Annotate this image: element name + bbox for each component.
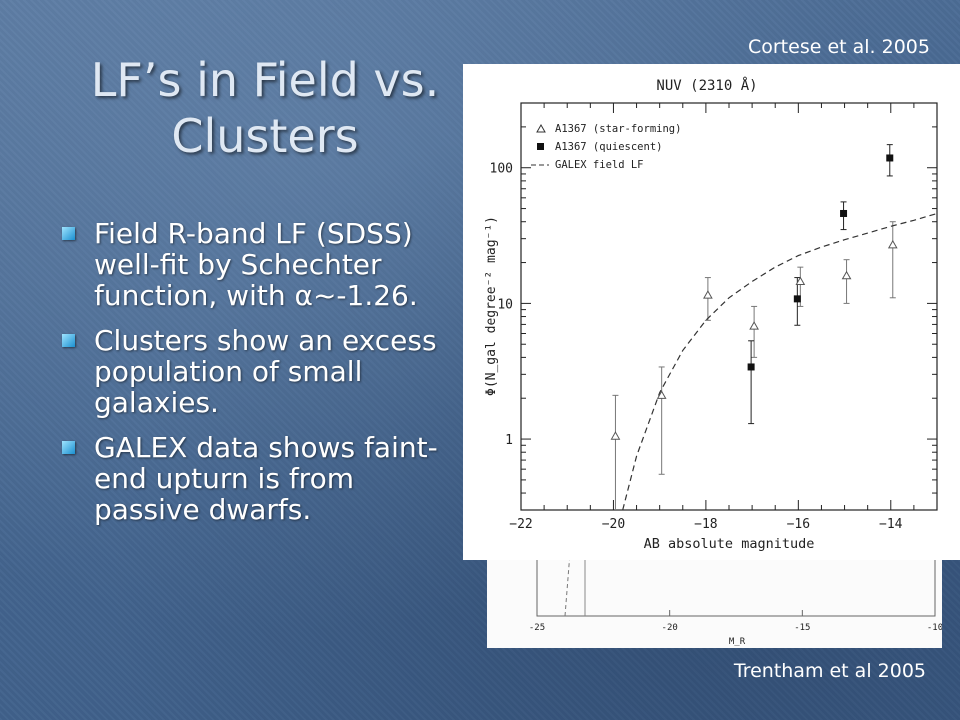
back-x-tick-label: -15 xyxy=(794,623,810,633)
series-line-galex-field-lf xyxy=(622,212,938,511)
nuv-chart-panel: NUV (2310 Å) −22 −20 −18 −16 −14 1 10 100 A1367… xyxy=(463,64,960,560)
legend-entry: GALEX field LF xyxy=(555,159,644,171)
back-x-tick-label: -25 xyxy=(529,623,545,633)
x-tick-label: −18 xyxy=(694,517,717,532)
bullet-square-icon xyxy=(62,227,75,240)
title-line-2: Clusters xyxy=(171,109,359,163)
chart-title: NUV (2310 Å) xyxy=(656,77,757,94)
title-line-1: LF’s in Field vs. xyxy=(90,53,440,107)
star-forming-point xyxy=(656,390,667,399)
y-tick-label: 100 xyxy=(490,162,513,177)
star-forming-point xyxy=(795,276,806,286)
bullet-square-icon xyxy=(62,334,75,347)
bullet-item: GALEX data shows faint-end upturn is fro… xyxy=(58,432,448,525)
nuv-chart-svg: NUV (2310 Å) −22 −20 −18 −16 −14 1 10 100 A1367… xyxy=(484,77,938,552)
bullet-item: Clusters show an excess population of sm… xyxy=(58,325,448,418)
back-x-tick-label: -20 xyxy=(662,623,678,633)
quiescent-point xyxy=(747,363,755,371)
quiescent-point xyxy=(793,295,801,303)
legend-entry: A1367 (star-forming) xyxy=(555,123,681,135)
bullet-list: Field R-band LF (SDSS) well-fit by Schec… xyxy=(58,218,448,539)
bullet-text: Field R-band LF (SDSS) well-fit by Schec… xyxy=(94,217,418,312)
x-tick-label: −20 xyxy=(602,517,625,532)
legend-square-marker xyxy=(537,143,544,150)
y-tick-label: 10 xyxy=(497,297,513,312)
bullet-text: GALEX data shows faint-end upturn is fro… xyxy=(94,431,438,526)
back-x-tick-label: -10 xyxy=(927,623,942,633)
bullet-item: Field R-band LF (SDSS) well-fit by Schec… xyxy=(58,218,448,311)
x-tick-label: −14 xyxy=(879,517,903,532)
legend: A1367 (star-forming) A1367 (quiescent) G… xyxy=(531,123,681,171)
back-chart-svg: -25 -20 -15 -10 M_R xyxy=(529,539,943,647)
y-tick-label: 1 xyxy=(505,433,513,448)
star-forming-point xyxy=(887,239,898,249)
bullet-text: Clusters show an excess population of sm… xyxy=(94,324,437,419)
bullet-square-icon xyxy=(62,441,75,454)
star-forming-point xyxy=(841,270,852,280)
star-forming-point xyxy=(749,321,759,330)
star-forming-point xyxy=(610,431,621,440)
legend-entry: A1367 (quiescent) xyxy=(555,141,662,153)
x-axis-label: AB absolute magnitude xyxy=(644,536,815,552)
citation-bottom: Trentham et al 2005 xyxy=(733,660,926,682)
star-forming-point xyxy=(703,290,713,299)
y-axis-label: Φ(N_gal degree⁻² mag⁻¹) xyxy=(484,216,499,396)
x-tick-label: −22 xyxy=(509,517,532,532)
x-tick-label: −16 xyxy=(787,517,810,532)
slide-title: LF’s in Field vs. Clusters xyxy=(60,52,470,164)
back-x-axis-label: M_R xyxy=(729,637,746,647)
legend-triangle-marker xyxy=(536,123,546,133)
citation-top: Cortese et al. 2005 xyxy=(747,36,930,58)
quiescent-point xyxy=(886,154,894,162)
quiescent-point xyxy=(840,209,848,217)
